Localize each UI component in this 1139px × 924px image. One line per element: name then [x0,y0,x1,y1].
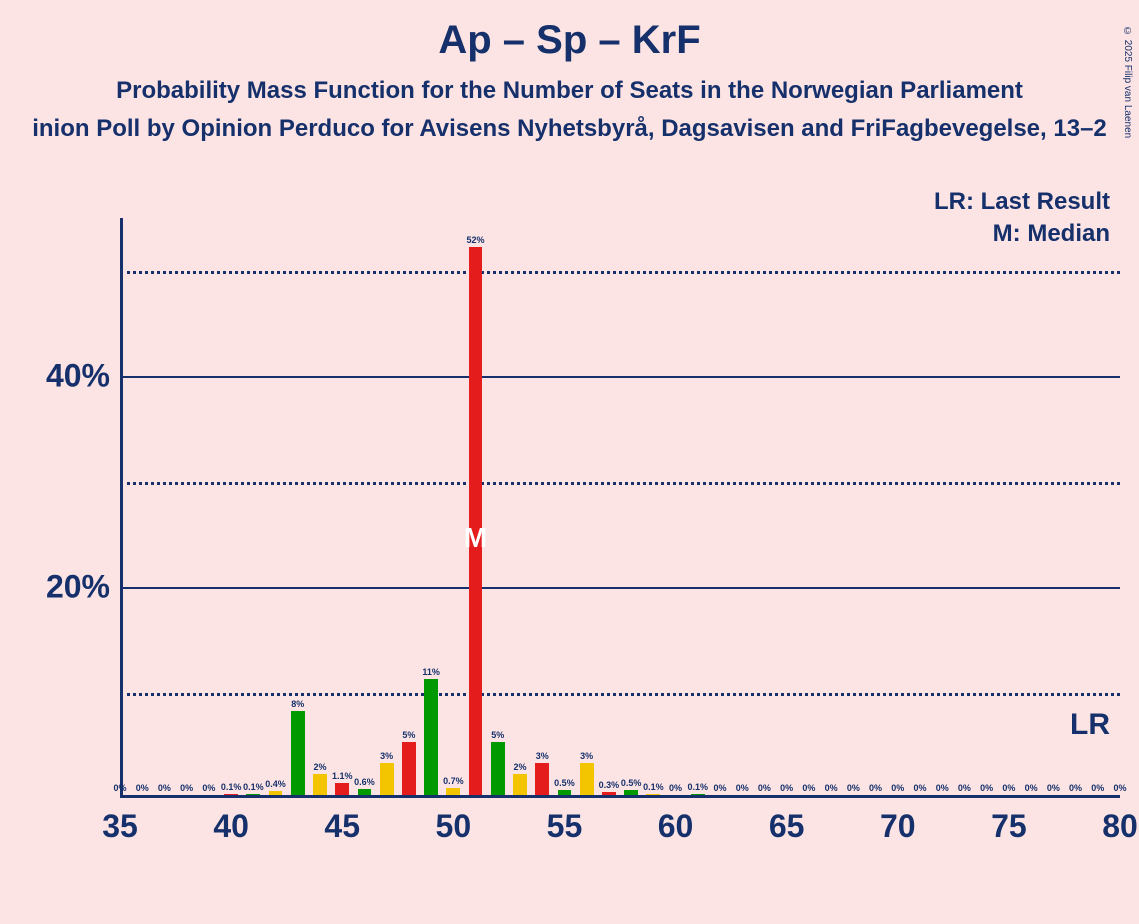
bar-value-label: 1.1% [332,771,353,781]
gridline-major [120,376,1120,378]
bar-value-label: 0% [1002,783,1015,793]
bar-value-label: 0.1% [243,782,264,792]
bar-value-label: 0% [1025,783,1038,793]
bar-value-label: 0% [936,783,949,793]
bar-value-label: 0.5% [621,778,642,788]
chart-area: 0%0%0%0%0%0.1%0.1%0.4%8%2%1.1%0.6%3%5%11… [120,218,1120,798]
bar [646,794,660,795]
bar-value-label: 0.1% [221,782,242,792]
bar-value-label: 0% [158,783,171,793]
bar-value-label: 0% [913,783,926,793]
chart-subtitle-2: inion Poll by Opinion Perduco for Avisen… [0,115,1139,143]
bar [580,763,594,795]
bar-value-label: 2% [513,762,526,772]
x-axis [120,795,1120,798]
y-tick-label: 40% [46,358,110,395]
y-axis [120,218,123,798]
bar-value-label: 0% [825,783,838,793]
bar-value-label: 11% [422,667,440,677]
bar-value-label: 0% [713,783,726,793]
x-tick-label: 65 [769,808,805,845]
bar [402,742,416,795]
x-tick-label: 40 [213,808,249,845]
bar-value-label: 0.1% [643,782,664,792]
bar-value-label: 8% [291,699,304,709]
bar [291,711,305,795]
x-tick-label: 50 [436,808,472,845]
bar-value-label: 0% [669,783,682,793]
gridline-major [120,587,1120,589]
bar-value-label: 0.7% [443,776,464,786]
plot-region: 0%0%0%0%0%0.1%0.1%0.4%8%2%1.1%0.6%3%5%11… [120,218,1120,798]
bar-value-label: 5% [402,730,415,740]
bar [380,763,394,795]
x-tick-label: 70 [880,808,916,845]
bar [513,774,527,795]
bar-value-label: 0.1% [688,782,709,792]
bar-value-label: 0% [891,783,904,793]
bar-value-label: 0% [980,783,993,793]
gridline-minor [120,271,1120,274]
bar-value-label: 0% [780,783,793,793]
bar-value-label: 0% [736,783,749,793]
bar-value-label: 0.3% [599,780,620,790]
bar-value-label: 0% [758,783,771,793]
gridline-minor [120,693,1120,696]
gridline-minor [120,482,1120,485]
legend-lr: LR: Last Result [934,188,1110,216]
bar-value-label: 5% [491,730,504,740]
bar-value-label: 0.4% [265,779,286,789]
x-tick-label: 60 [658,808,694,845]
bar-value-label: 0% [113,783,126,793]
bar-value-label: 0% [202,783,215,793]
bar [558,790,572,795]
bar-value-label: 0% [802,783,815,793]
credit-text: © 2025 Filip van Laenen [1122,26,1133,138]
bar-value-label: 0% [869,783,882,793]
bar-value-label: 0% [1113,783,1126,793]
bar [469,247,483,795]
x-tick-label: 80 [1102,808,1138,845]
bar-value-label: 52% [467,235,485,245]
bar-value-label: 0% [136,783,149,793]
bar-value-label: 0% [1047,783,1060,793]
x-tick-label: 45 [324,808,360,845]
x-tick-label: 55 [547,808,583,845]
bar-value-label: 0% [1069,783,1082,793]
bar-value-label: 2% [313,762,326,772]
bar [602,792,616,795]
bar-value-label: 3% [380,751,393,761]
bar [358,789,372,795]
bar [424,679,438,795]
bar-value-label: 0.6% [354,777,375,787]
bar [335,783,349,795]
bar-value-label: 0% [1091,783,1104,793]
bar-value-label: 0.5% [554,778,575,788]
x-tick-label: 35 [102,808,138,845]
bar-value-label: 0% [958,783,971,793]
bar-value-label: 3% [580,751,593,761]
bar [313,774,327,795]
y-tick-label: 20% [46,569,110,606]
bar [624,790,638,795]
median-marker: M [464,524,487,552]
legend-m: M: Median [993,220,1110,248]
chart-subtitle-1: Probability Mass Function for the Number… [0,77,1139,105]
bar [446,788,460,795]
bar-value-label: 3% [536,751,549,761]
bar [535,763,549,795]
bar [691,794,705,795]
bar-value-label: 0% [180,783,193,793]
x-tick-label: 75 [991,808,1027,845]
bar [491,742,505,795]
chart-title: Ap – Sp – KrF [0,18,1139,63]
bar-value-label: 0% [847,783,860,793]
lr-marker: LR [1070,708,1110,742]
bar [269,791,283,795]
bar [224,794,238,795]
bar [246,794,260,795]
